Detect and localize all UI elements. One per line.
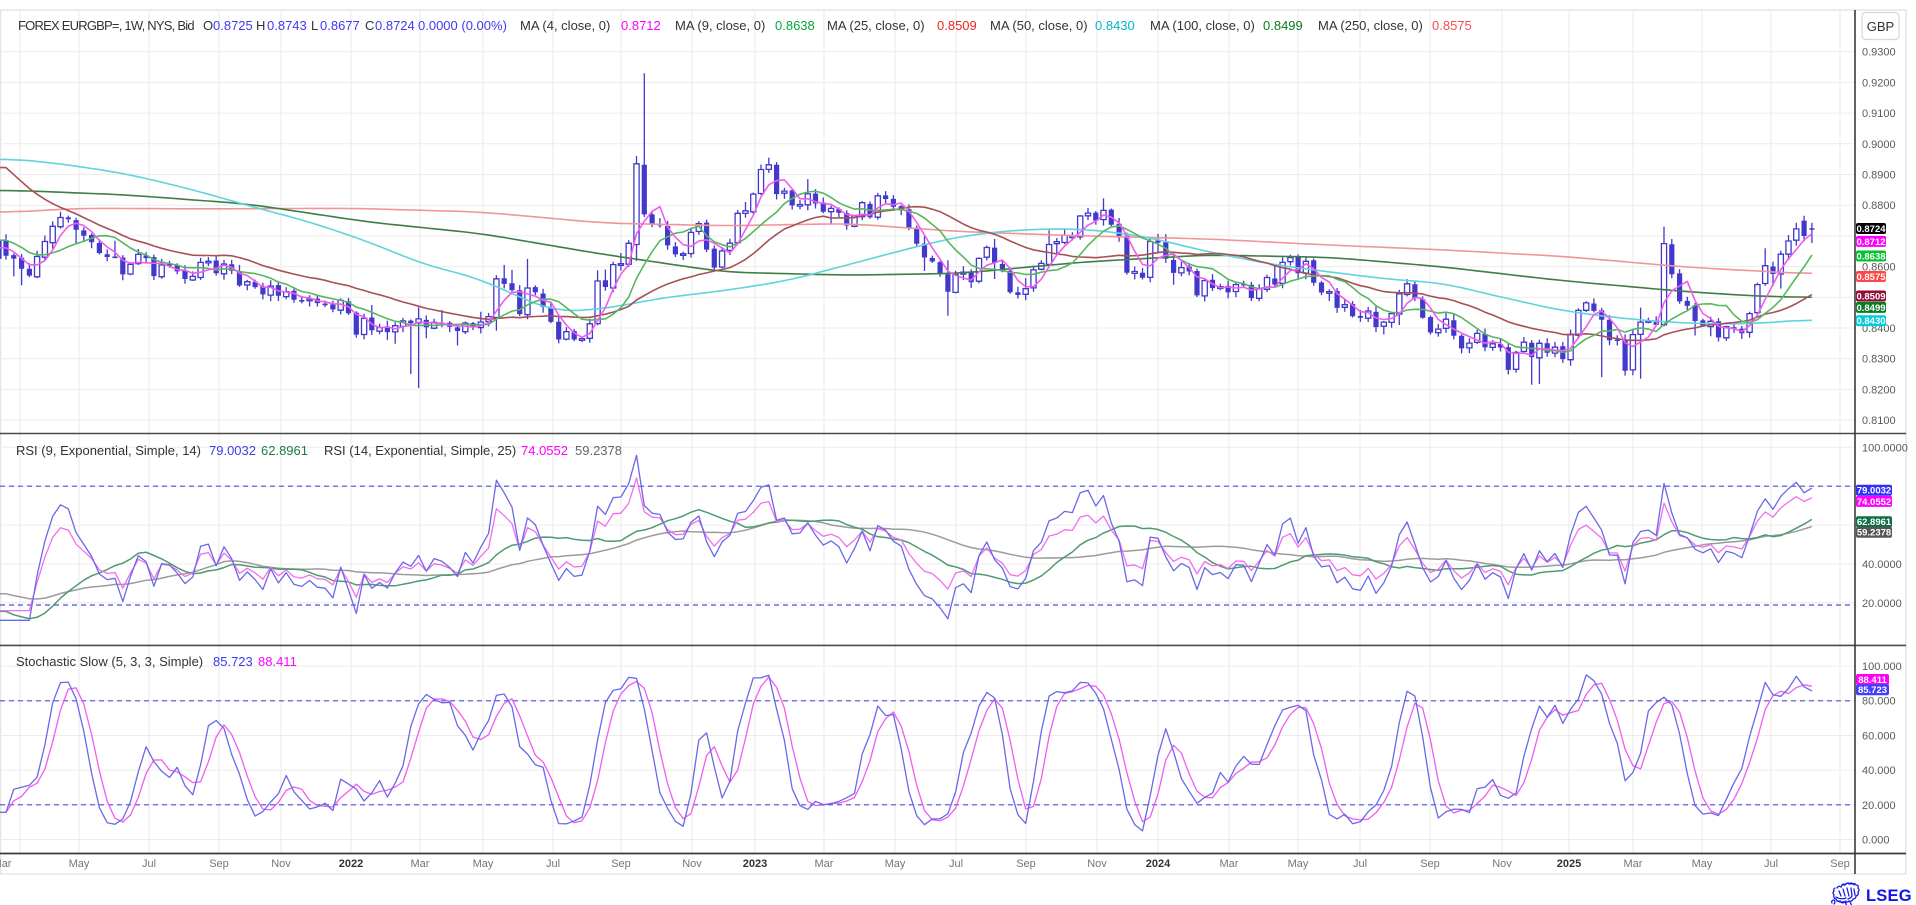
svg-text:0.8724: 0.8724	[375, 18, 415, 33]
svg-text:85.723: 85.723	[1858, 685, 1887, 696]
svg-text:0.8509: 0.8509	[937, 18, 977, 33]
svg-text:0.8575: 0.8575	[1856, 272, 1886, 283]
svg-text:MA (9, close, 0): MA (9, close, 0)	[675, 18, 765, 33]
svg-text:79.0032: 79.0032	[209, 443, 256, 458]
svg-text:Jul: Jul	[546, 858, 560, 870]
svg-text:100.000: 100.000	[1862, 661, 1902, 673]
svg-text:0.0000 (0.00%): 0.0000 (0.00%)	[418, 18, 507, 33]
svg-text:Sep: Sep	[611, 858, 631, 870]
svg-text:0.8100: 0.8100	[1862, 415, 1896, 427]
svg-text:Nov: Nov	[682, 858, 702, 870]
svg-text:0.8638: 0.8638	[1856, 251, 1885, 262]
svg-text:2024: 2024	[1146, 858, 1171, 870]
svg-text:Jul: Jul	[949, 858, 963, 870]
svg-text:Mar: Mar	[411, 858, 430, 870]
svg-text:0.8638: 0.8638	[775, 18, 815, 33]
svg-text:MA (100, close, 0): MA (100, close, 0)	[1150, 18, 1255, 33]
svg-text:74.0552: 74.0552	[1857, 497, 1891, 508]
svg-text:0.8724: 0.8724	[1856, 224, 1886, 235]
svg-text:62.8961: 62.8961	[261, 443, 308, 458]
svg-text:0.8800: 0.8800	[1862, 200, 1896, 212]
svg-text:May: May	[473, 858, 494, 870]
svg-text:0.8430: 0.8430	[1856, 316, 1885, 327]
svg-text:Mar: Mar	[1624, 858, 1643, 870]
svg-text:RSI (14, Exponential, Simple,: RSI (14, Exponential, Simple, 25)	[324, 443, 516, 458]
svg-text:H: H	[256, 18, 265, 33]
svg-text:85.723: 85.723	[213, 654, 253, 669]
svg-text:0.8509: 0.8509	[1856, 291, 1885, 302]
svg-text:20.0000: 20.0000	[1862, 598, 1902, 610]
svg-text:0.8575: 0.8575	[1432, 18, 1472, 33]
svg-text:L: L	[311, 18, 318, 33]
svg-text:Mar: Mar	[815, 858, 834, 870]
svg-text:Mar: Mar	[1220, 858, 1239, 870]
svg-text:0.8900: 0.8900	[1862, 170, 1896, 182]
svg-text:O: O	[203, 18, 213, 33]
svg-text:MA (25, close, 0): MA (25, close, 0)	[827, 18, 925, 33]
svg-text:0.9000: 0.9000	[1862, 139, 1896, 151]
svg-text:0.8725: 0.8725	[213, 18, 253, 33]
svg-text:0.9200: 0.9200	[1862, 77, 1896, 89]
svg-text:Nov: Nov	[1492, 858, 1512, 870]
svg-text:60.000: 60.000	[1862, 730, 1896, 742]
svg-text:Jul: Jul	[1353, 858, 1367, 870]
svg-text:C: C	[365, 18, 374, 33]
svg-text:59.2378: 59.2378	[1857, 528, 1891, 539]
svg-text:Nov: Nov	[271, 858, 291, 870]
svg-text:Nov: Nov	[1087, 858, 1107, 870]
svg-text:Sep: Sep	[1420, 858, 1440, 870]
svg-text:2022: 2022	[339, 858, 363, 870]
svg-text:40.000: 40.000	[1862, 765, 1896, 777]
svg-text:0.8600: 0.8600	[1862, 262, 1896, 274]
svg-text:0.8430: 0.8430	[1095, 18, 1135, 33]
svg-text:RSI (9, Exponential, Simple, 1: RSI (9, Exponential, Simple, 14)	[16, 443, 201, 458]
svg-text:80.000: 80.000	[1862, 696, 1896, 708]
svg-text:Sep: Sep	[1016, 858, 1036, 870]
svg-text:May: May	[1692, 858, 1713, 870]
svg-text:79.0032: 79.0032	[1857, 486, 1891, 497]
svg-text:74.0552: 74.0552	[521, 443, 568, 458]
svg-text:May: May	[1288, 858, 1309, 870]
svg-text:0.8200: 0.8200	[1862, 384, 1896, 396]
svg-text:0.8677: 0.8677	[320, 18, 360, 33]
svg-text:2025: 2025	[1557, 858, 1581, 870]
svg-text:100.0000: 100.0000	[1862, 442, 1908, 454]
svg-text:88.411: 88.411	[1858, 675, 1887, 686]
svg-text:May: May	[885, 858, 906, 870]
svg-text:Jul: Jul	[1764, 858, 1778, 870]
svg-text:2023: 2023	[743, 858, 767, 870]
svg-text:May: May	[69, 858, 90, 870]
svg-text:FOREX EURGBP=, 1W, NYS, Bid: FOREX EURGBP=, 1W, NYS, Bid	[18, 18, 194, 33]
svg-text:Sep: Sep	[1830, 858, 1850, 870]
svg-text:LSEG: LSEG	[1866, 887, 1912, 905]
svg-text:0.8743: 0.8743	[267, 18, 307, 33]
svg-text:88.411: 88.411	[258, 654, 297, 669]
svg-text:GBP: GBP	[1867, 19, 1894, 34]
svg-text:0.8300: 0.8300	[1862, 354, 1896, 366]
svg-text:0.8712: 0.8712	[621, 18, 661, 33]
svg-text:MA (4, close, 0): MA (4, close, 0)	[520, 18, 610, 33]
svg-text:0.000: 0.000	[1862, 835, 1890, 847]
svg-text:0.9100: 0.9100	[1862, 108, 1896, 120]
svg-text:0.8499: 0.8499	[1263, 18, 1303, 33]
svg-text:MA (50, close, 0): MA (50, close, 0)	[990, 18, 1088, 33]
svg-text:59.2378: 59.2378	[575, 443, 622, 458]
svg-text:0.8712: 0.8712	[1856, 237, 1885, 248]
svg-text:MA (250, close, 0): MA (250, close, 0)	[1318, 18, 1423, 33]
svg-text:0.9300: 0.9300	[1862, 47, 1896, 59]
svg-text:62.8961: 62.8961	[1857, 517, 1892, 528]
svg-text:Mar: Mar	[0, 858, 12, 870]
svg-text:40.0000: 40.0000	[1862, 559, 1902, 571]
svg-text:Jul: Jul	[142, 858, 156, 870]
svg-text:Sep: Sep	[209, 858, 229, 870]
svg-text:Stochastic Slow (5, 3, 3, Simp: Stochastic Slow (5, 3, 3, Simple)	[16, 654, 203, 669]
svg-text:20.000: 20.000	[1862, 800, 1896, 812]
svg-text:0.8499: 0.8499	[1856, 303, 1885, 314]
